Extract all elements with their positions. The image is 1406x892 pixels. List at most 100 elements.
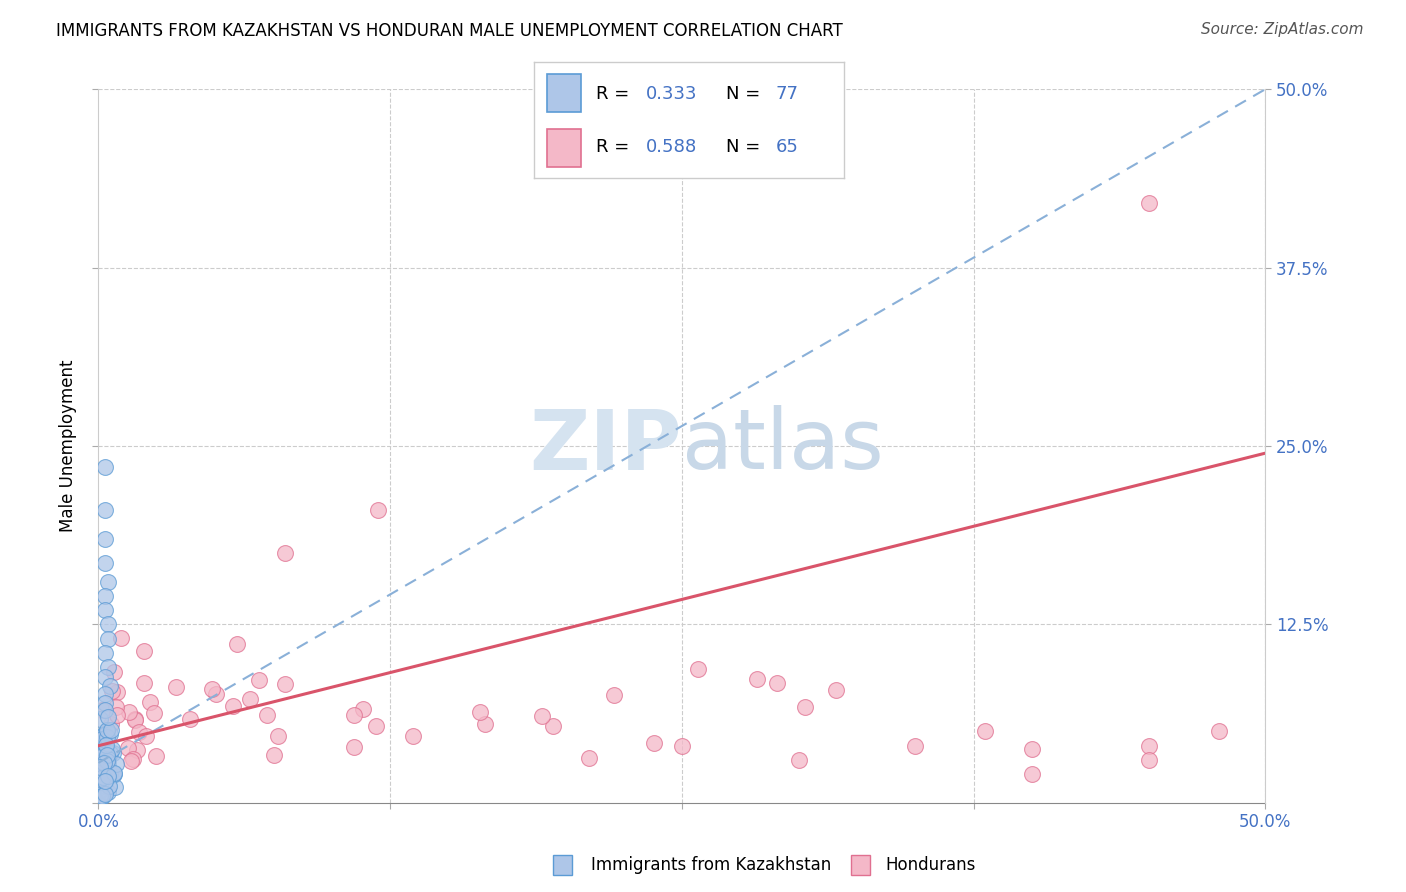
Point [1137, 753, 1160, 767]
Text: atlas: atlas [682, 406, 883, 486]
Text: Source: ZipAtlas.com: Source: ZipAtlas.com [1201, 22, 1364, 37]
Point [1137, 196, 1160, 211]
Point [117, 741, 139, 756]
Point [531, 709, 554, 723]
Point [89, 772, 111, 787]
Point [1021, 767, 1043, 781]
Point [97, 632, 120, 646]
Point [474, 717, 496, 731]
Point [103, 767, 125, 781]
Point [747, 672, 769, 686]
Point [787, 753, 810, 767]
Point [94, 670, 117, 684]
Point [120, 754, 142, 768]
Point [97, 660, 120, 674]
Point [201, 682, 224, 697]
Point [101, 741, 124, 756]
Point [94, 532, 117, 546]
Point [132, 676, 155, 690]
Point [94, 786, 117, 800]
Point [256, 707, 278, 722]
Point [367, 503, 389, 517]
Point [98, 727, 121, 741]
Point [364, 719, 387, 733]
Point [124, 713, 146, 727]
Point [267, 729, 290, 743]
Text: N =: N = [725, 85, 766, 103]
FancyBboxPatch shape [851, 855, 870, 875]
Point [352, 701, 374, 715]
Point [179, 712, 201, 726]
Point [97, 785, 120, 799]
FancyBboxPatch shape [547, 128, 581, 167]
Point [98, 779, 121, 793]
Point [97, 757, 120, 772]
Point [93, 770, 115, 784]
Point [93, 746, 115, 760]
Point [94, 779, 117, 793]
Point [904, 739, 927, 753]
Point [89, 789, 111, 803]
Point [89, 782, 111, 797]
Point [974, 724, 997, 739]
Point [263, 748, 285, 763]
Point [1208, 724, 1230, 739]
Point [686, 662, 709, 676]
Point [127, 742, 149, 756]
Point [101, 683, 124, 698]
Point [94, 744, 117, 758]
Point [97, 762, 120, 776]
Point [93, 751, 115, 765]
Point [97, 574, 120, 589]
Text: 77: 77 [776, 85, 799, 103]
Point [94, 503, 117, 517]
Point [94, 774, 117, 789]
Point [94, 762, 117, 776]
Text: 0.333: 0.333 [645, 85, 697, 103]
Point [105, 707, 128, 722]
Point [90, 774, 112, 789]
Point [89, 749, 111, 764]
Text: R =: R = [596, 138, 636, 156]
Point [93, 729, 115, 743]
Point [91, 703, 114, 717]
Point [103, 665, 125, 679]
Point [97, 753, 120, 767]
Point [91, 748, 114, 763]
Point [105, 700, 128, 714]
Point [93, 747, 115, 762]
Point [90, 768, 112, 782]
Y-axis label: Male Unemployment: Male Unemployment [59, 359, 77, 533]
Point [94, 703, 117, 717]
Point [93, 752, 115, 766]
Point [97, 769, 120, 783]
Point [138, 696, 160, 710]
Point [222, 698, 245, 713]
Point [794, 700, 817, 714]
Text: N =: N = [725, 138, 766, 156]
Point [89, 712, 111, 726]
Point [97, 752, 120, 766]
Point [104, 756, 127, 771]
Point [93, 756, 115, 771]
Point [578, 751, 600, 765]
Point [96, 754, 118, 768]
Point [100, 746, 122, 760]
Point [96, 764, 118, 779]
Point [239, 691, 262, 706]
Point [94, 646, 117, 660]
Point [247, 673, 270, 687]
Point [541, 719, 564, 733]
Text: Hondurans: Hondurans [886, 856, 976, 874]
Point [824, 683, 846, 698]
Point [94, 741, 117, 756]
Point [468, 706, 491, 720]
Point [91, 728, 114, 742]
Point [96, 723, 118, 738]
Point [205, 687, 228, 701]
Text: 0.588: 0.588 [645, 138, 697, 156]
Point [89, 759, 111, 773]
Point [274, 677, 297, 691]
Point [103, 766, 125, 780]
Text: IMMIGRANTS FROM KAZAKHSTAN VS HONDURAN MALE UNEMPLOYMENT CORRELATION CHART: IMMIGRANTS FROM KAZAKHSTAN VS HONDURAN M… [56, 22, 844, 40]
